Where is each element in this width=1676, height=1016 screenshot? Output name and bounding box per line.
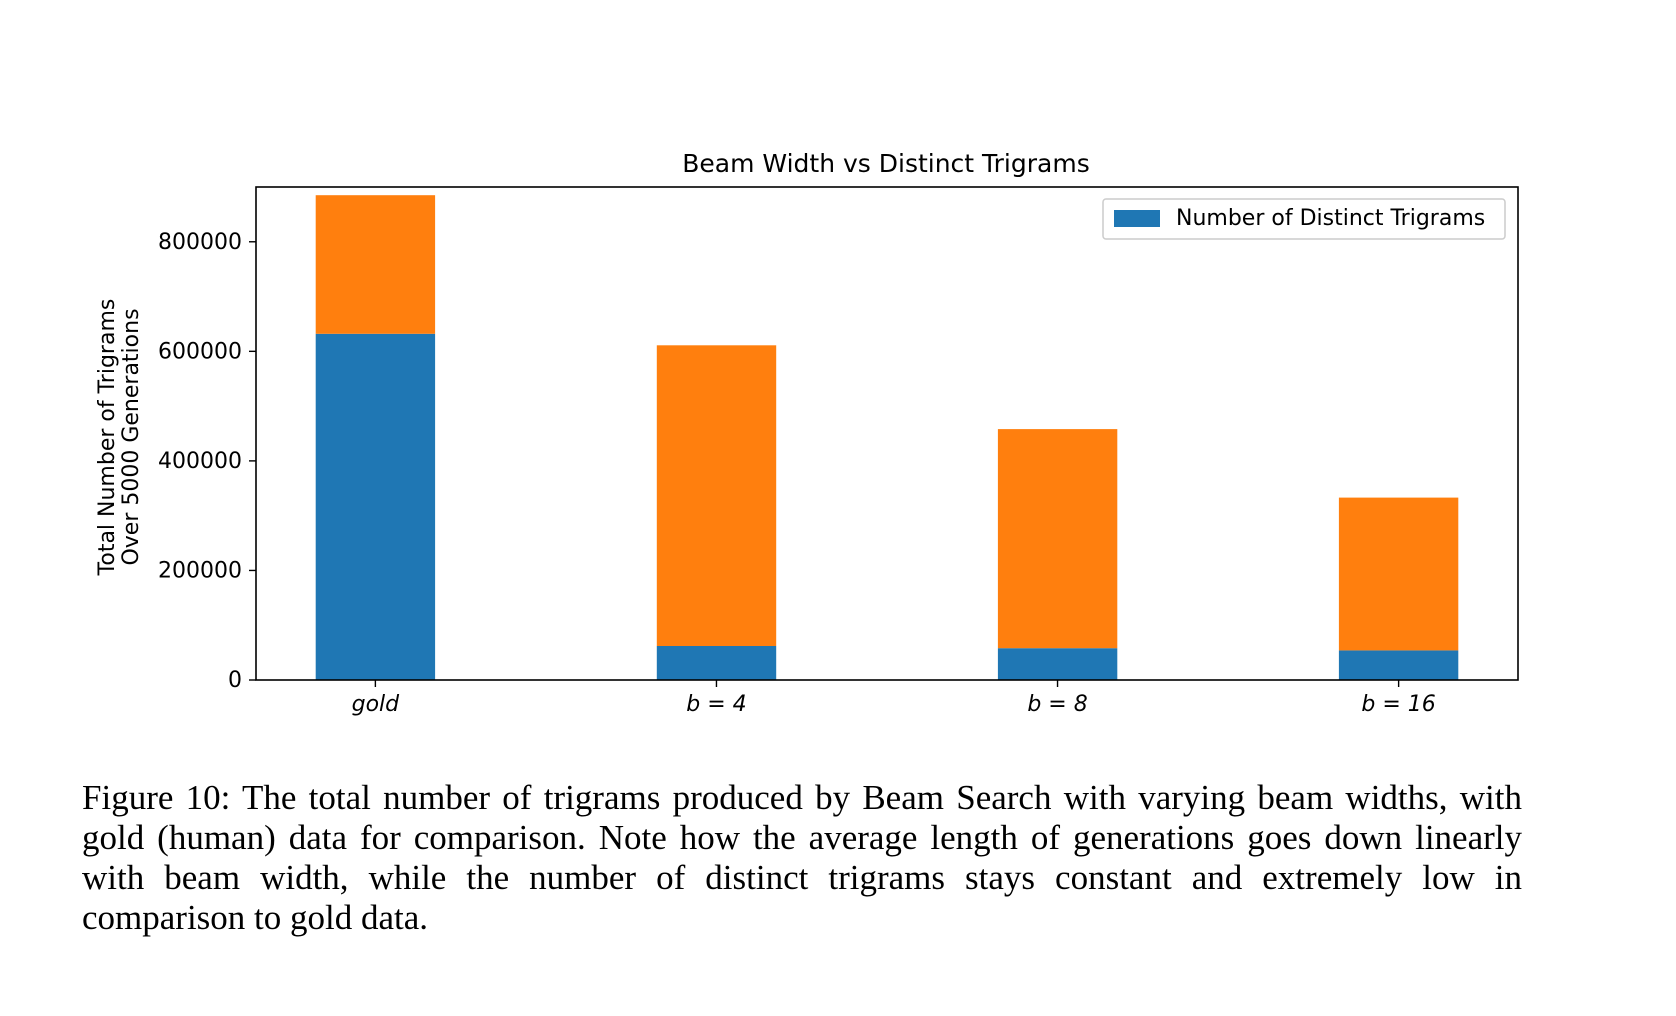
plot-area-frame	[255, 186, 1519, 681]
bar-distinct-3	[1338, 650, 1459, 680]
x-axis: gold b = 4 b = 8 b = 16	[352, 680, 1436, 717]
bar-remaining-3	[1338, 497, 1459, 651]
y-tick-label-0: 0	[228, 668, 242, 693]
y-axis-label-line-1: Total Number of Trigrams	[95, 299, 120, 577]
y-tick-label-2: 400000	[158, 449, 242, 474]
x-tick-label-2: b = 8	[1027, 692, 1087, 717]
bar-remaining-0	[315, 195, 436, 334]
y-tick-label-4: 800000	[158, 230, 242, 255]
legend-frame	[1102, 198, 1506, 240]
legend-label-distinct-trigrams: Number of Distinct Trigrams	[1176, 206, 1485, 231]
figure-caption: Figure 10: The total number of trigrams …	[82, 778, 1522, 937]
bar-remaining-1	[656, 345, 777, 646]
chart-title: Beam Width vs Distinct Trigrams	[682, 149, 1089, 178]
y-axis-label-line-2: Over 5000 Generations	[119, 308, 144, 565]
y-axis: 0 200000 400000 600000 800000	[158, 230, 256, 693]
x-tick-label-1: b = 4	[686, 692, 746, 717]
bar-distinct-0	[315, 333, 436, 680]
bar-remaining-2	[997, 429, 1118, 649]
legend: Number of Distinct Trigrams	[1102, 198, 1506, 240]
x-tick-label-0: gold	[352, 692, 401, 717]
bar-distinct-2	[997, 648, 1118, 680]
y-tick-label-1: 200000	[158, 558, 242, 583]
bars-group	[315, 195, 1459, 680]
y-tick-label-3: 600000	[158, 339, 242, 364]
bar-distinct-1	[656, 646, 777, 680]
x-tick-label-3: b = 16	[1361, 692, 1435, 717]
legend-swatch-distinct-trigrams	[1114, 210, 1160, 227]
y-axis-label: Total Number of Trigrams Over 5000 Gener…	[95, 299, 144, 577]
